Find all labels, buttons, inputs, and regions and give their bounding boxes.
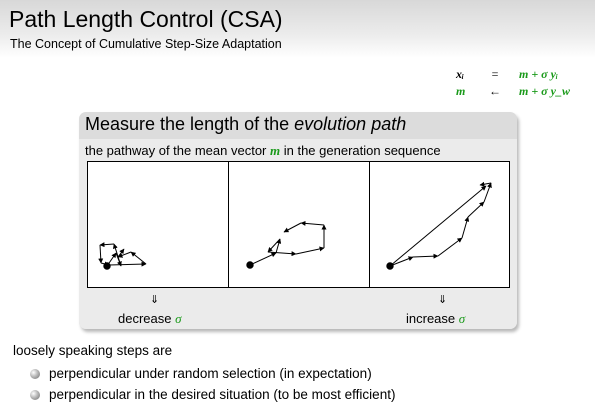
bullet-text: perpendicular in the desired situation (… [49, 387, 395, 402]
mean-vector-symbol: m [270, 143, 280, 158]
equation-rhs: m + σ y_w [519, 84, 570, 99]
path-panels [87, 161, 510, 288]
caption-increase-word: increase [406, 311, 459, 326]
slide-subtitle: The Concept of Cumulative Step-Size Adap… [10, 37, 282, 51]
box-description: the pathway of the mean vector m in the … [85, 143, 441, 159]
caption-decrease-sigma: decrease σ [118, 311, 182, 327]
sigma-symbol: σ [175, 311, 181, 326]
short-path-diagram [100, 244, 146, 269]
bullet-dot-icon [30, 369, 40, 379]
box-description-before: the pathway of the mean vector [85, 143, 270, 158]
long-path-diagram [387, 183, 491, 269]
down-arrow-right: ⇓ [438, 293, 447, 306]
caption-decrease-word: decrease [118, 311, 175, 326]
box-title: Measure the length of the evolution path [85, 114, 406, 135]
bullet-dot-icon [30, 390, 40, 400]
sigma-symbol: σ [459, 311, 465, 326]
equation-rhs: m + σ yᵢ [519, 67, 558, 82]
slide-title: Path Length Control (CSA) [9, 6, 283, 33]
equation-operator: = [488, 67, 502, 82]
box-description-after: in the generation sequence [280, 143, 440, 158]
bullet-text: perpendicular under random selection (in… [49, 366, 372, 381]
caption-increase-sigma: increase σ [406, 311, 465, 327]
equation-lhs: m [456, 84, 476, 99]
equation-lhs: xᵢ [456, 67, 476, 82]
path-diagrams [88, 162, 511, 289]
box-title-plain: Measure the length of the [85, 114, 294, 134]
equation-operator: ← [488, 84, 502, 99]
medium-path-diagram [247, 223, 324, 268]
down-arrow-left: ⇓ [150, 293, 159, 306]
box-title-italic: evolution path [294, 114, 406, 134]
loosely-speaking-text: loosely speaking steps are [13, 343, 172, 358]
